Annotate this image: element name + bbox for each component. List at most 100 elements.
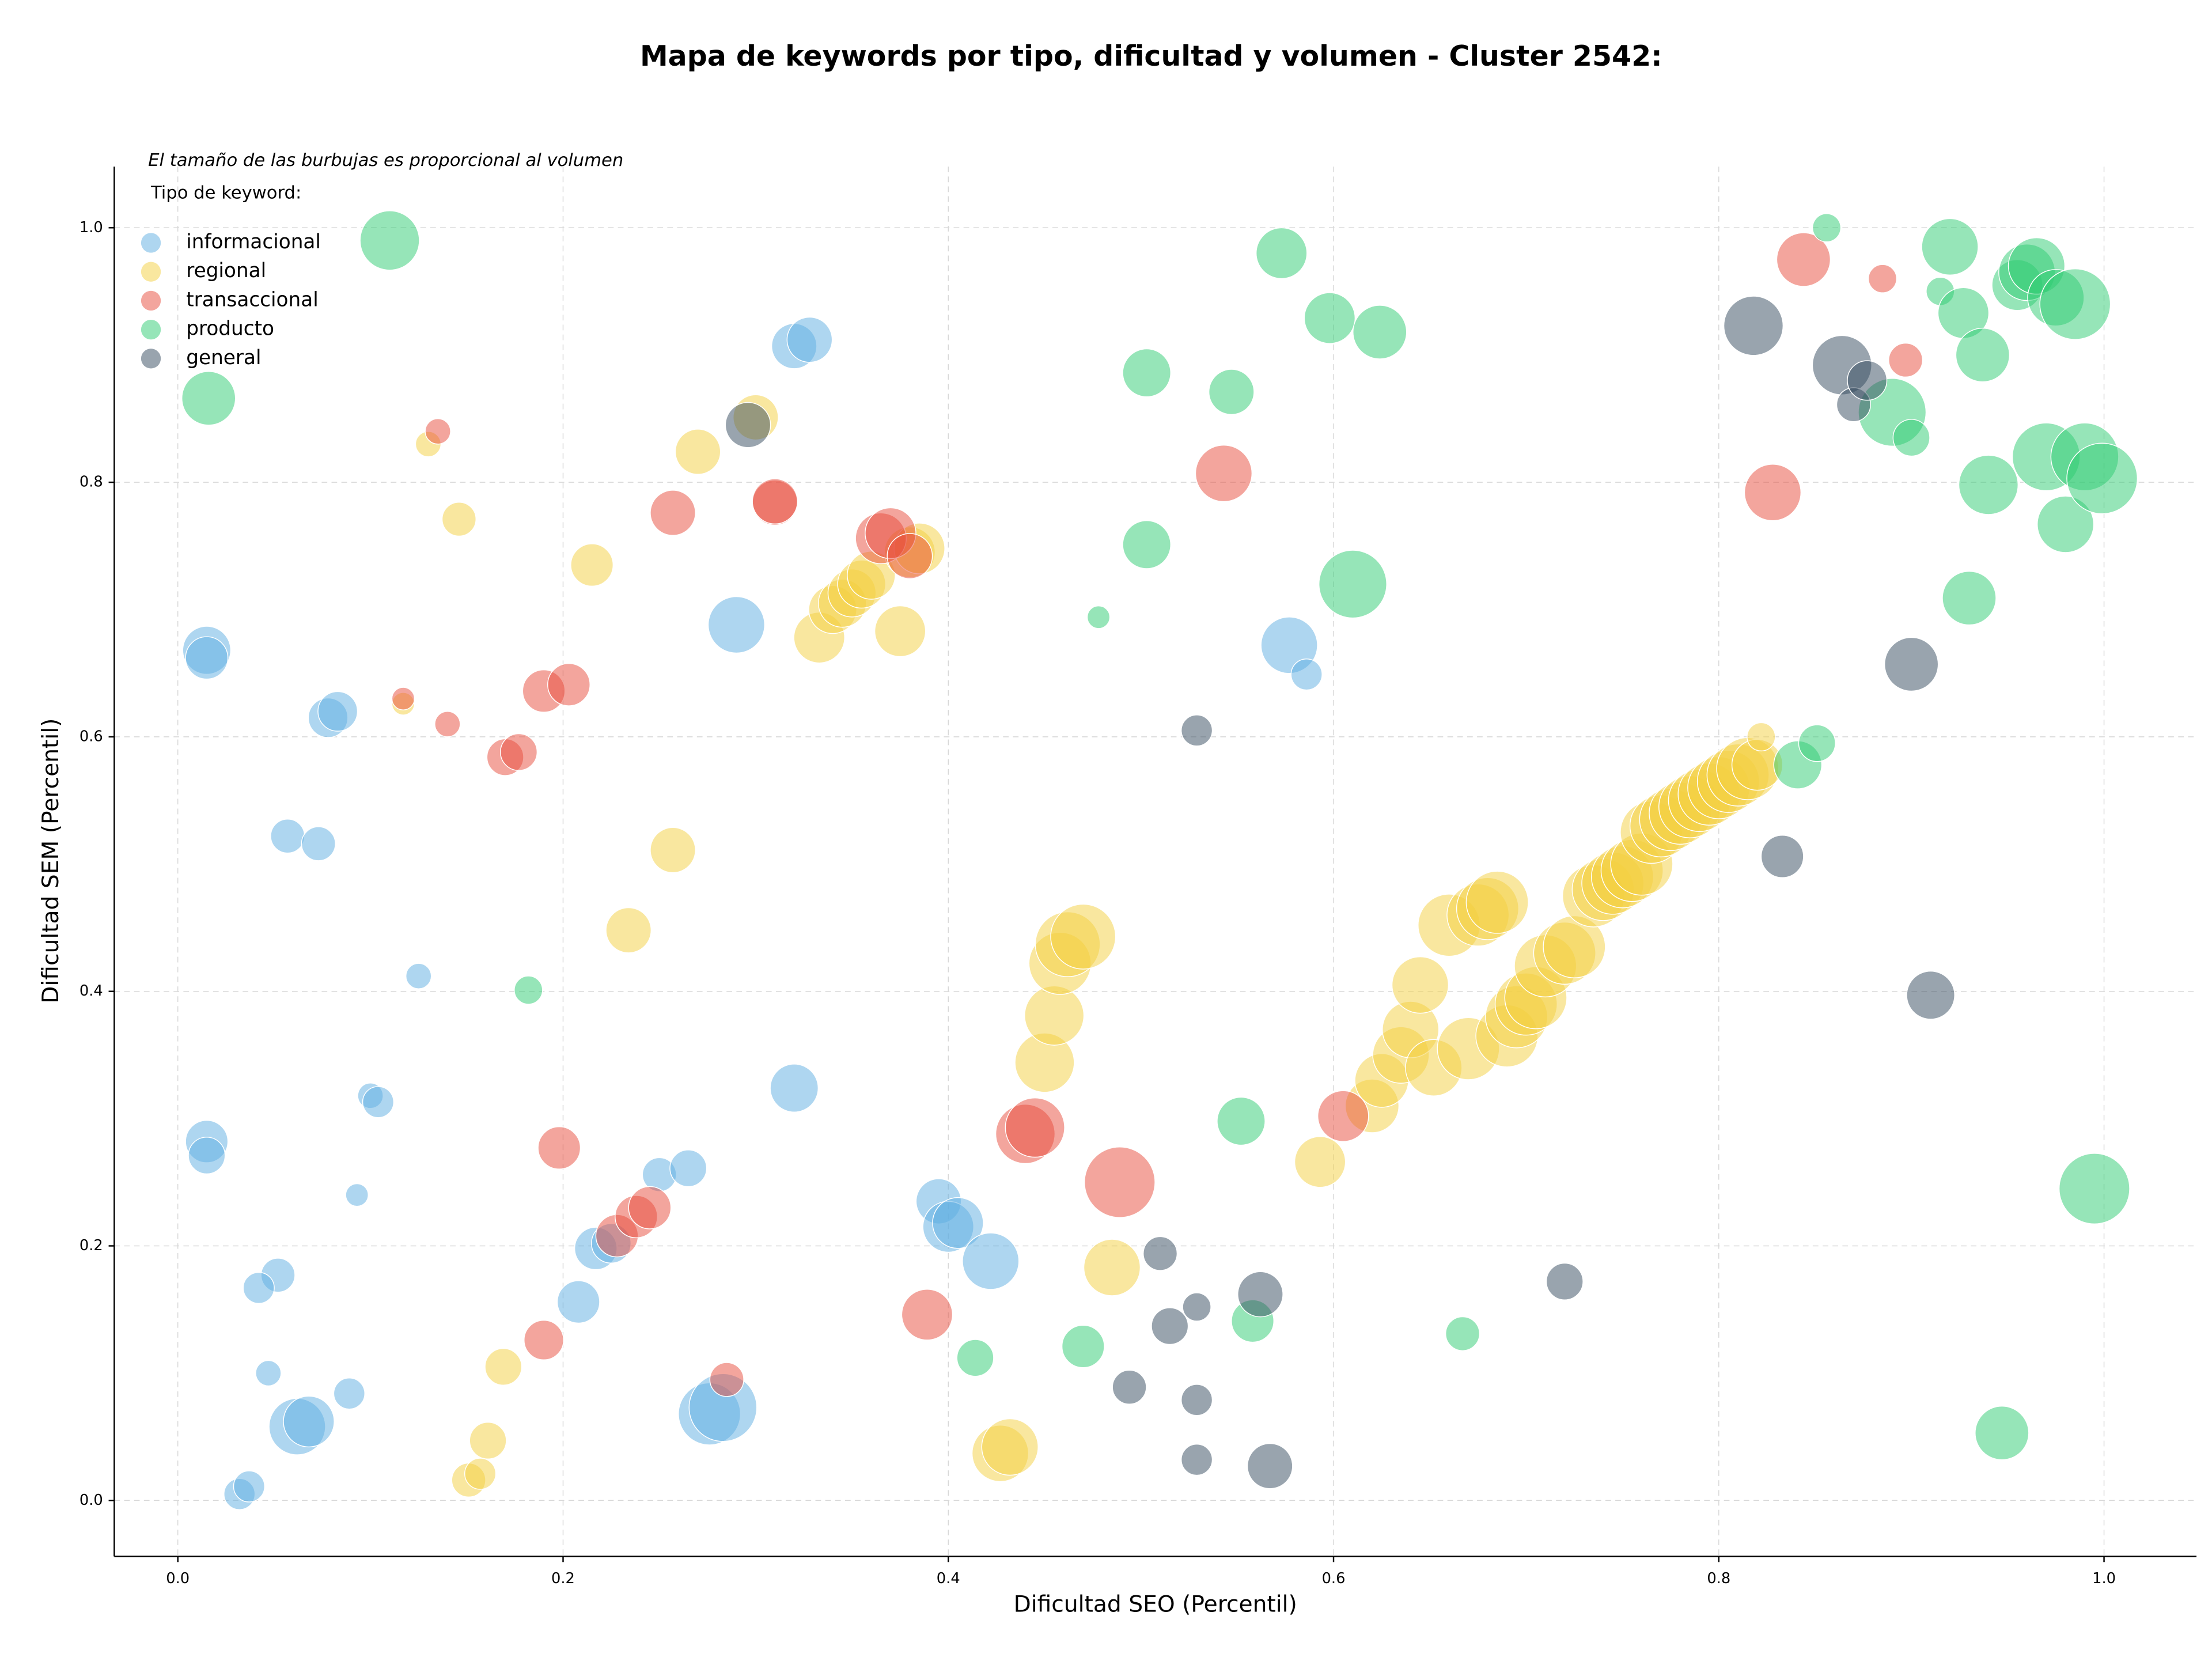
bubble <box>556 1280 600 1324</box>
bubble <box>1151 1307 1189 1345</box>
bubble <box>464 1458 497 1490</box>
bubble <box>185 636 229 680</box>
y-tick-label: 0.8 <box>79 474 103 491</box>
bubble <box>1122 520 1172 569</box>
x-tick-label: 0.8 <box>1707 1570 1730 1587</box>
bubble <box>932 1197 984 1249</box>
bubble <box>1391 956 1449 1014</box>
bubble <box>270 819 305 854</box>
bubble <box>1884 637 1939 692</box>
bubble <box>500 733 538 771</box>
bubble <box>675 429 721 475</box>
bubble <box>1180 1443 1213 1476</box>
bubble <box>901 1288 953 1341</box>
bubble <box>514 975 543 1005</box>
bubble <box>2036 495 2094 553</box>
x-tick-label: 0.6 <box>1322 1570 1346 1587</box>
bubble <box>1921 218 1979 276</box>
legend-title: Tipo de keyword: <box>150 183 301 203</box>
bubble <box>1812 213 1842 243</box>
bubble <box>333 1378 365 1410</box>
bubble <box>1798 724 1836 762</box>
bubble <box>1465 871 1529 934</box>
legend-marker <box>141 233 161 253</box>
bubble <box>255 1360 282 1387</box>
legend-marker <box>141 290 161 311</box>
bubble <box>786 316 833 363</box>
x-tick-label: 1.0 <box>2092 1570 2116 1587</box>
bubble <box>669 1149 707 1187</box>
bubble <box>1061 1325 1105 1368</box>
bubble <box>434 711 461 737</box>
bubble <box>484 1348 522 1386</box>
bubble <box>1760 835 1804 879</box>
legend-label: transaccional <box>186 288 319 311</box>
bubble <box>650 827 696 873</box>
bubble <box>1180 1384 1213 1416</box>
bubble <box>770 1064 819 1113</box>
bubble <box>188 1137 226 1175</box>
bubble <box>1847 360 1888 401</box>
bubble <box>1744 464 1802 521</box>
bubble <box>1050 903 1116 970</box>
y-tick-label: 0.6 <box>79 728 103 745</box>
bubble <box>709 1362 744 1397</box>
bubble <box>1892 419 1930 457</box>
bubble <box>362 1086 395 1118</box>
bubble <box>537 1126 581 1170</box>
bubble <box>1024 985 1085 1046</box>
bubble <box>524 1319 565 1360</box>
bubble <box>1237 1271 1283 1318</box>
bubble <box>1290 658 1323 691</box>
x-tick-label: 0.0 <box>166 1570 190 1587</box>
y-tick-label: 0.4 <box>79 982 103 1000</box>
legend-marker <box>141 349 161 369</box>
bubble <box>391 687 415 710</box>
bubble <box>243 1272 275 1304</box>
bubbles <box>181 210 2138 1510</box>
bubble <box>1005 1097 1065 1158</box>
bubble <box>1942 570 1997 626</box>
bubble <box>1084 1147 1156 1219</box>
bubble <box>1086 605 1111 629</box>
x-tick-label: 0.4 <box>937 1570 960 1587</box>
bubble <box>981 1418 1039 1476</box>
bubble <box>605 907 652 954</box>
y-tick-label: 0.2 <box>79 1237 103 1254</box>
bubble <box>1304 292 1356 344</box>
legend-marker <box>141 262 161 282</box>
bubble <box>570 543 614 587</box>
bubble <box>1247 1443 1293 1489</box>
bubble <box>1546 1262 1584 1300</box>
bubble <box>547 663 590 706</box>
bubble <box>405 963 432 989</box>
legend-label: regional <box>186 259 266 282</box>
y-tick-label: 0.0 <box>79 1492 103 1509</box>
legend-label: producto <box>186 317 274 340</box>
bubble <box>752 478 798 525</box>
bubble <box>1975 1405 2029 1461</box>
bubble <box>2058 1153 2130 1225</box>
bubble <box>1955 327 2010 383</box>
legend-marker <box>141 319 161 340</box>
bubble <box>1317 1090 1369 1142</box>
bubble <box>345 1183 369 1207</box>
bubble <box>887 533 933 580</box>
bubble <box>1868 264 1897 293</box>
bubble <box>962 1232 1020 1290</box>
bubble <box>359 210 420 271</box>
y-axis-label: Dificultad SEM (Percentil) <box>38 718 64 1004</box>
y-tick-label: 1.0 <box>79 219 103 236</box>
bubble <box>1906 970 1955 1020</box>
legend: El tamaño de las burbujas es proporciona… <box>141 150 623 369</box>
bubble <box>441 502 477 537</box>
bubble <box>425 418 451 445</box>
bubble <box>1723 296 1784 356</box>
bubble <box>181 371 236 426</box>
bubble <box>1445 1316 1480 1352</box>
bubble <box>1122 348 1172 398</box>
bubble <box>1112 1369 1147 1405</box>
bubble <box>1318 550 1387 619</box>
